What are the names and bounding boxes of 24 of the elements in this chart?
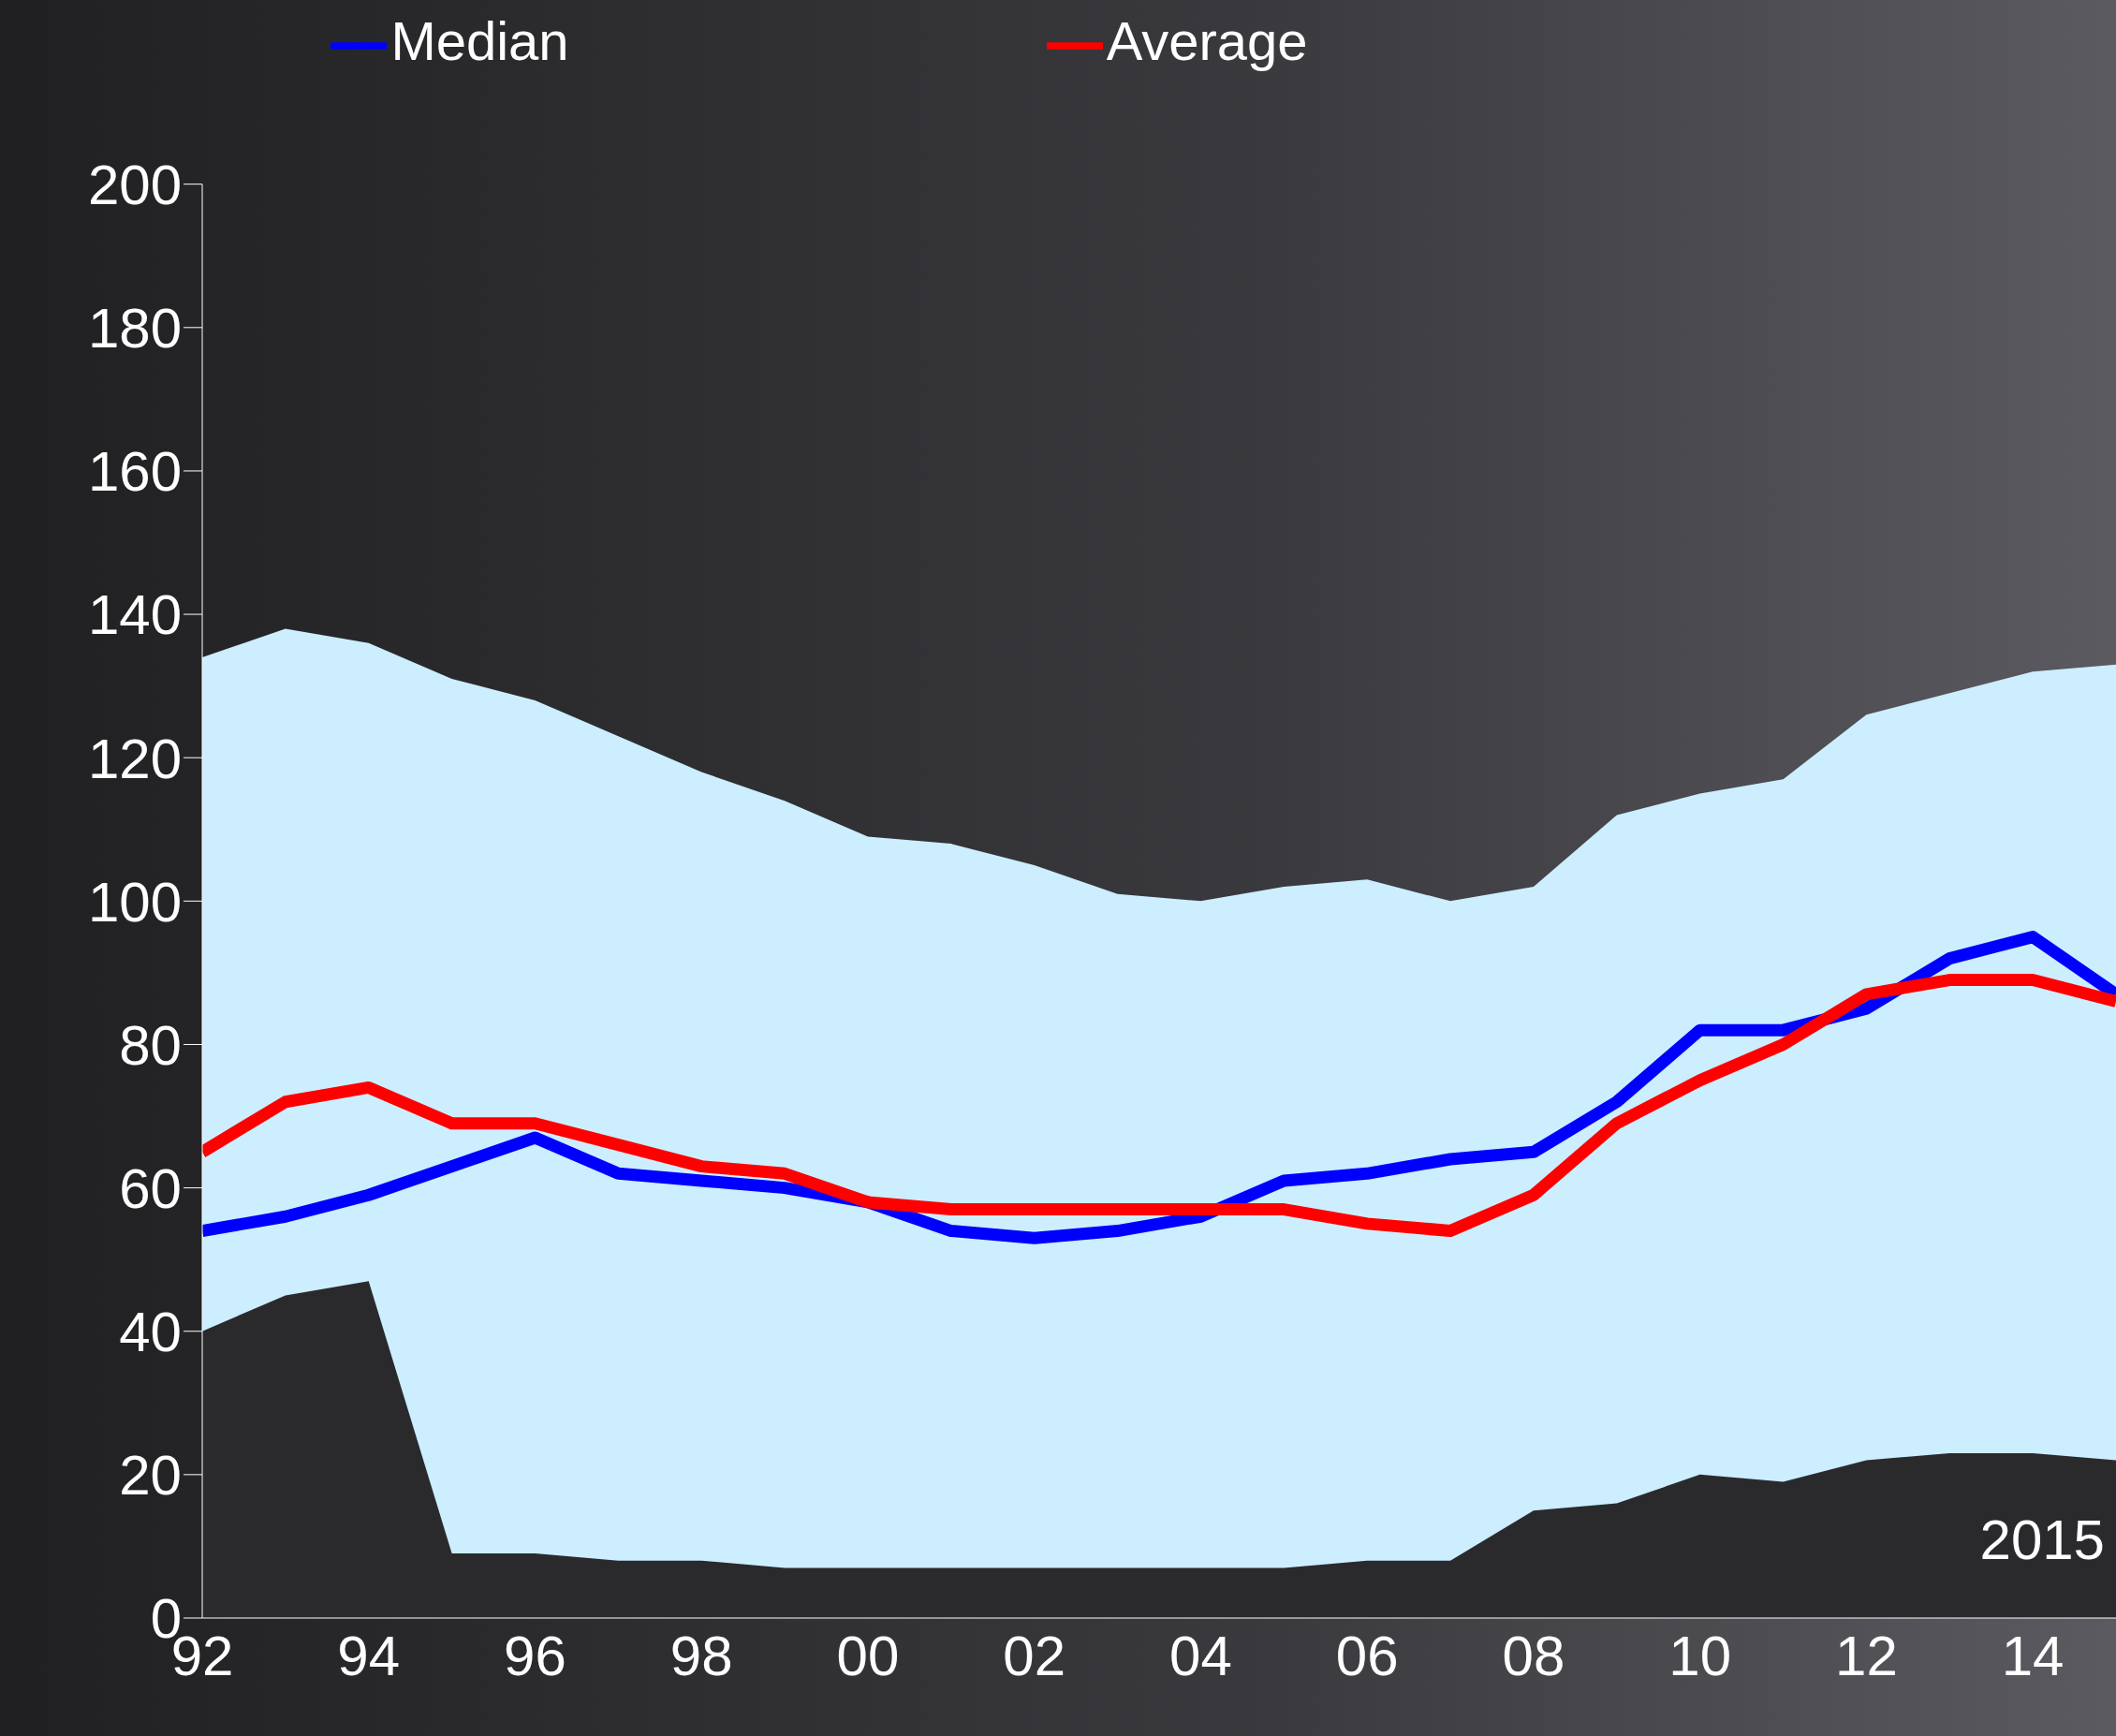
x-tick-label: 00 [836, 1624, 900, 1687]
x-tick-label: 98 [669, 1624, 733, 1687]
x-tick-label: 12 [1835, 1624, 1898, 1687]
y-tick-label: 80 [119, 1013, 182, 1077]
y-tick-label: 160 [87, 440, 182, 504]
legend-label: Average [1106, 10, 1308, 71]
y-tick-label: 140 [87, 583, 182, 647]
x-tick-label: 10 [1668, 1624, 1732, 1687]
x-tick-label: 04 [1169, 1624, 1232, 1687]
x-tick-label: 02 [1003, 1624, 1066, 1687]
x-tick-label: 96 [504, 1624, 566, 1687]
annotation: 2015 [1979, 1508, 2105, 1572]
y-tick-label: 180 [87, 297, 182, 360]
x-tick-label: 94 [337, 1624, 401, 1687]
x-tick-label: 06 [1335, 1624, 1399, 1687]
y-tick-label: 120 [87, 727, 182, 790]
y-tick-label: 60 [119, 1156, 182, 1220]
y-tick-label: 20 [119, 1444, 182, 1508]
y-tick-label: 40 [119, 1301, 182, 1364]
y-tick-label: 100 [87, 870, 182, 934]
legend-label: Median [390, 10, 569, 71]
x-tick-label: 14 [2001, 1624, 2065, 1687]
y-tick-label: 200 [87, 153, 182, 216]
x-tick-label: 08 [1502, 1624, 1565, 1687]
